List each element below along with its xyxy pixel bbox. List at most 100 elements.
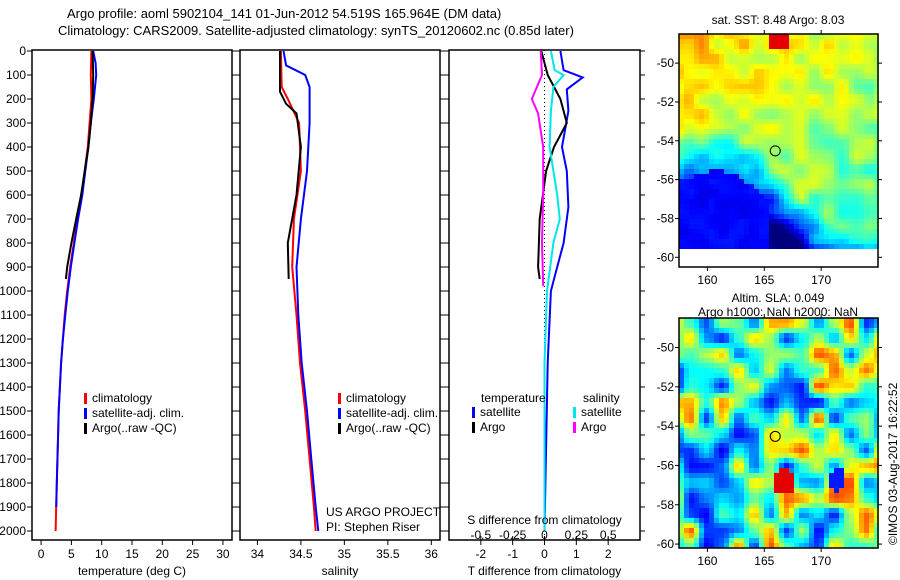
map-cell xyxy=(714,433,719,438)
map-cell xyxy=(819,84,824,89)
map-cell xyxy=(779,318,784,323)
map-cell xyxy=(809,179,814,184)
map-cell xyxy=(679,194,684,199)
map-cell xyxy=(734,219,739,224)
map-cell xyxy=(719,44,724,49)
map-cell xyxy=(859,538,864,543)
map-cell xyxy=(789,498,794,503)
map-cell xyxy=(854,49,859,54)
map-cell xyxy=(859,89,864,94)
map-cell xyxy=(739,169,744,174)
map-cell xyxy=(719,378,724,383)
map-cell xyxy=(759,533,764,538)
map-cell xyxy=(739,493,744,498)
map-cell xyxy=(819,443,824,448)
map-cell xyxy=(759,478,764,483)
map-cell xyxy=(809,343,814,348)
map-cell xyxy=(859,244,864,249)
map-cell xyxy=(744,244,749,249)
map-cell xyxy=(839,403,844,408)
map-cell xyxy=(759,234,764,239)
map-cell xyxy=(824,44,829,49)
map-cell xyxy=(739,483,744,488)
map-cell xyxy=(759,363,764,368)
map-cell xyxy=(694,214,699,219)
map-cell xyxy=(809,443,814,448)
map-cell xyxy=(874,99,879,104)
map-cell xyxy=(794,543,799,548)
map-cell xyxy=(699,493,704,498)
map-cell xyxy=(764,34,769,39)
map-cell xyxy=(704,453,709,458)
map-cell xyxy=(754,119,759,124)
map-cell xyxy=(714,59,719,64)
map-cell xyxy=(734,403,739,408)
map-cell xyxy=(839,383,844,388)
map-cell xyxy=(744,378,749,383)
map-cell xyxy=(704,214,709,219)
map-cell xyxy=(689,323,694,328)
map-cell xyxy=(774,383,779,388)
map-cell xyxy=(689,363,694,368)
map-cell xyxy=(794,59,799,64)
map-cell xyxy=(709,543,714,548)
map-cell xyxy=(679,109,684,114)
map-cell xyxy=(799,478,804,483)
map-cell xyxy=(759,239,764,244)
map-cell xyxy=(699,204,704,209)
title-line2: Climatology: CARS2009. Satellite-adjuste… xyxy=(58,23,574,38)
map-cell xyxy=(849,189,854,194)
map-cell xyxy=(769,513,774,518)
map-cell xyxy=(824,59,829,64)
map-cell xyxy=(769,234,774,239)
map-cell xyxy=(804,139,809,144)
map-cell xyxy=(784,209,789,214)
map-cell xyxy=(764,149,769,154)
map-cell xyxy=(729,159,734,164)
map-cell xyxy=(874,318,879,323)
map-cell xyxy=(744,528,749,533)
map-cell xyxy=(834,69,839,74)
map-cell xyxy=(799,523,804,528)
map-cell xyxy=(809,528,814,533)
map-cell xyxy=(724,204,729,209)
map-cell xyxy=(694,49,699,54)
map-cell xyxy=(749,94,754,99)
map-cell xyxy=(804,533,809,538)
map-cell xyxy=(724,523,729,528)
map-cell xyxy=(699,114,704,119)
map-cell xyxy=(679,328,684,333)
map-cell xyxy=(814,74,819,79)
map-cell xyxy=(864,438,869,443)
legend-swatch xyxy=(84,393,87,404)
map-cell xyxy=(689,179,694,184)
map-cell xyxy=(859,214,864,219)
map-cell xyxy=(854,413,859,418)
map-cell xyxy=(829,363,834,368)
map-cell xyxy=(759,54,764,59)
map-cell xyxy=(809,423,814,428)
map-cell xyxy=(804,368,809,373)
map-cell xyxy=(724,428,729,433)
map-cell xyxy=(849,229,854,234)
map-cell xyxy=(769,229,774,234)
map-cell xyxy=(784,343,789,348)
map-cell xyxy=(794,493,799,498)
map-cell xyxy=(759,443,764,448)
map-cell xyxy=(764,219,769,224)
map-cell xyxy=(864,518,869,523)
map-cell xyxy=(774,209,779,214)
map-cell xyxy=(844,59,849,64)
map-cell xyxy=(869,204,874,209)
x2-axis-label: S difference from climatology xyxy=(467,513,622,527)
map-cell xyxy=(754,229,759,234)
map-cell xyxy=(744,74,749,79)
map-cell xyxy=(689,403,694,408)
map-cell xyxy=(744,194,749,199)
map-cell xyxy=(759,318,764,323)
map-cell xyxy=(759,154,764,159)
map-cell xyxy=(694,358,699,363)
map-cell xyxy=(769,104,774,109)
map-cell xyxy=(759,134,764,139)
map-cell xyxy=(764,39,769,44)
